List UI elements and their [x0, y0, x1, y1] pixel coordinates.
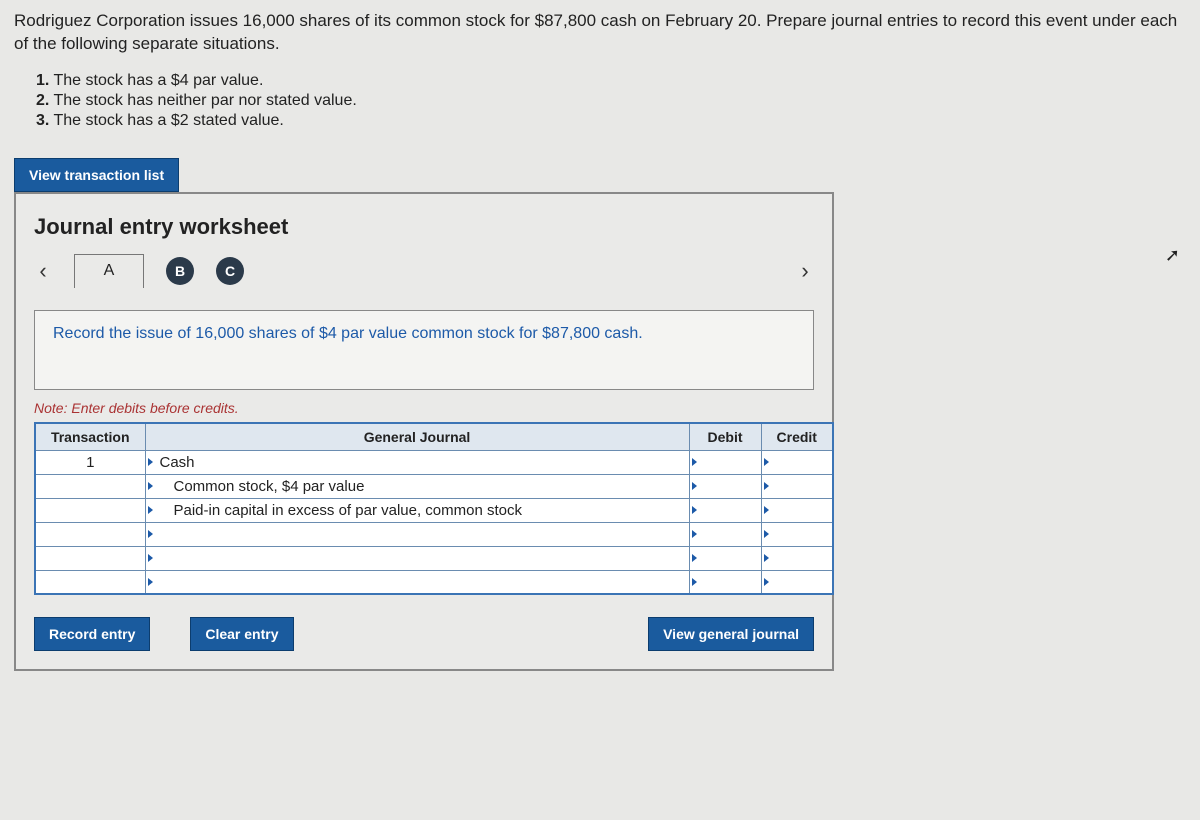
cursor-icon: ➚	[1165, 245, 1180, 266]
cell-credit[interactable]	[761, 450, 833, 474]
table-row	[35, 522, 833, 546]
debits-before-credits-note: Note: Enter debits before credits.	[34, 400, 814, 416]
cell-account[interactable]	[145, 570, 689, 594]
cell-credit[interactable]	[761, 570, 833, 594]
cell-account[interactable]	[145, 522, 689, 546]
cell-debit[interactable]	[689, 522, 761, 546]
cell-debit[interactable]	[689, 546, 761, 570]
cell-debit[interactable]	[689, 450, 761, 474]
cell-transaction[interactable]	[35, 522, 145, 546]
next-tab-chevron[interactable]: ›	[796, 258, 814, 284]
cell-transaction[interactable]	[35, 546, 145, 570]
situation-item: 3. The stock has a $2 stated value.	[36, 112, 1186, 130]
cell-account[interactable]: Cash	[145, 450, 689, 474]
clear-entry-button[interactable]: Clear entry	[190, 617, 293, 651]
view-transaction-list-button[interactable]: View transaction list	[14, 158, 179, 192]
cell-account[interactable]: Common stock, $4 par value	[145, 474, 689, 498]
cell-credit[interactable]	[761, 498, 833, 522]
cell-credit[interactable]	[761, 546, 833, 570]
col-general-journal: General Journal	[145, 423, 689, 451]
tab-b[interactable]: B	[166, 257, 194, 285]
col-credit: Credit	[761, 423, 833, 451]
table-row: Paid-in capital in excess of par value, …	[35, 498, 833, 522]
col-transaction: Transaction	[35, 423, 145, 451]
journal-worksheet-panel: Journal entry worksheet ‹ A B C › Record…	[14, 192, 834, 672]
table-row: Common stock, $4 par value	[35, 474, 833, 498]
cell-debit[interactable]	[689, 570, 761, 594]
cell-transaction[interactable]	[35, 570, 145, 594]
record-entry-button[interactable]: Record entry	[34, 617, 150, 651]
cell-account[interactable]	[145, 546, 689, 570]
view-general-journal-button[interactable]: View general journal	[648, 617, 814, 651]
tab-row: ‹ A B C ›	[34, 254, 814, 288]
cell-transaction[interactable]: 1	[35, 450, 145, 474]
table-row: 1 Cash	[35, 450, 833, 474]
situation-item: 1. The stock has a $4 par value.	[36, 72, 1186, 90]
cell-transaction[interactable]	[35, 474, 145, 498]
transaction-instruction: Record the issue of 16,000 shares of $4 …	[34, 310, 814, 390]
table-row	[35, 546, 833, 570]
journal-entry-table: Transaction General Journal Debit Credit…	[34, 422, 834, 596]
situation-list: 1. The stock has a $4 par value. 2. The …	[36, 72, 1186, 130]
table-header-row: Transaction General Journal Debit Credit	[35, 423, 833, 451]
table-row	[35, 570, 833, 594]
worksheet-title: Journal entry worksheet	[34, 214, 814, 240]
cell-account[interactable]: Paid-in capital in excess of par value, …	[145, 498, 689, 522]
cell-debit[interactable]	[689, 498, 761, 522]
cell-transaction[interactable]	[35, 498, 145, 522]
col-debit: Debit	[689, 423, 761, 451]
worksheet-button-row: Record entry Clear entry View general jo…	[34, 617, 814, 651]
cell-debit[interactable]	[689, 474, 761, 498]
prev-tab-chevron[interactable]: ‹	[34, 258, 52, 284]
cell-credit[interactable]	[761, 474, 833, 498]
cell-credit[interactable]	[761, 522, 833, 546]
situation-item: 2. The stock has neither par nor stated …	[36, 92, 1186, 110]
tab-c[interactable]: C	[216, 257, 244, 285]
tab-a[interactable]: A	[74, 254, 144, 288]
problem-statement: Rodriguez Corporation issues 16,000 shar…	[14, 10, 1186, 56]
